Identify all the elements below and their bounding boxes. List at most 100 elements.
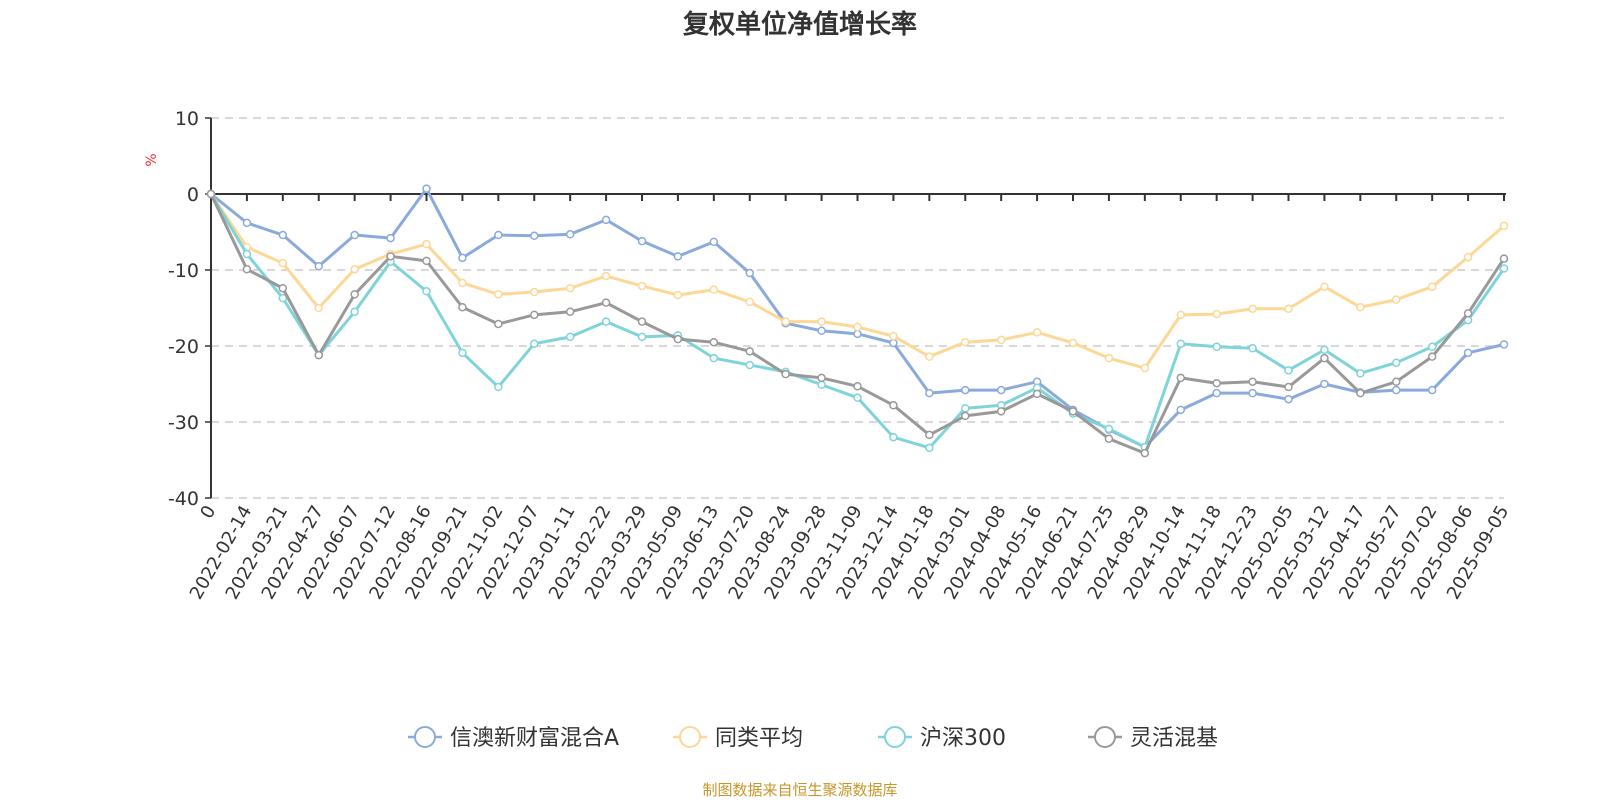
legend-item-3[interactable]: 灵活混基 xyxy=(1088,726,1218,751)
data-point xyxy=(745,268,754,278)
data-point xyxy=(1463,348,1473,358)
data-point xyxy=(242,218,252,228)
data-point xyxy=(996,335,1006,345)
y-tick-label: -20 xyxy=(168,336,199,358)
data-point xyxy=(1499,221,1509,231)
series-3 xyxy=(206,189,1509,458)
data-point xyxy=(1427,342,1437,352)
data-point xyxy=(1463,252,1473,262)
data-point xyxy=(853,382,862,391)
data-point xyxy=(961,411,970,421)
data-point xyxy=(1356,369,1365,378)
data-point xyxy=(709,353,719,363)
legend-circle-icon xyxy=(1094,726,1116,748)
data-point xyxy=(350,230,359,240)
data-point xyxy=(889,338,898,348)
legend-item-0[interactable]: 信澳新财富混合A xyxy=(408,726,619,751)
data-point xyxy=(1176,373,1185,383)
data-point xyxy=(961,404,970,413)
data-point xyxy=(1212,378,1221,388)
data-point xyxy=(853,322,862,332)
gridlines xyxy=(211,117,1504,499)
data-point xyxy=(1176,405,1185,415)
y-tick-label: 0 xyxy=(187,184,199,206)
data-point xyxy=(1284,304,1293,314)
data-point xyxy=(745,360,754,370)
data-point xyxy=(601,298,611,307)
data-point xyxy=(1104,434,1114,443)
data-point xyxy=(1463,309,1473,318)
data-point xyxy=(1032,389,1042,399)
data-point xyxy=(1140,363,1150,373)
data-point xyxy=(1392,358,1401,367)
data-point xyxy=(314,261,323,271)
data-point xyxy=(1356,302,1365,312)
data-point xyxy=(350,307,359,317)
data-point xyxy=(673,334,683,344)
data-point xyxy=(853,329,862,339)
data-point xyxy=(709,337,719,347)
data-point xyxy=(637,281,647,291)
legend-item-2[interactable]: 沪深300 xyxy=(878,726,1006,751)
y-tick-label: -10 xyxy=(168,260,199,282)
data-point xyxy=(601,215,611,225)
data-point xyxy=(1427,282,1437,291)
legend-circle-icon xyxy=(414,726,436,748)
data-point xyxy=(673,252,683,261)
data-point xyxy=(565,332,575,342)
data-point xyxy=(889,331,898,341)
data-point xyxy=(422,184,431,193)
data-point xyxy=(1320,353,1329,363)
y-axis-label: % xyxy=(144,153,160,166)
data-point xyxy=(709,285,719,295)
data-point xyxy=(494,319,503,329)
data-point xyxy=(494,290,503,299)
data-point xyxy=(458,348,467,358)
data-point xyxy=(278,283,288,293)
data-point xyxy=(1248,304,1257,314)
data-point xyxy=(1427,385,1437,395)
data-point xyxy=(1140,448,1150,458)
data-point xyxy=(745,347,754,356)
series-0 xyxy=(206,184,1509,452)
chart-title: 复权单位净值增长率 xyxy=(683,9,917,40)
data-point xyxy=(1392,385,1401,395)
legend-circle-icon xyxy=(679,726,701,748)
legend-item-1[interactable]: 同类平均 xyxy=(673,726,803,751)
data-point xyxy=(314,350,323,360)
data-point xyxy=(278,258,288,268)
legend-label: 沪深300 xyxy=(920,726,1006,751)
data-point xyxy=(458,302,467,312)
legend-label: 同类平均 xyxy=(715,726,803,751)
data-point xyxy=(637,236,647,246)
data-point xyxy=(925,388,934,398)
legend[interactable]: 信澳新财富混合A 同类平均 沪深300 灵活混基 xyxy=(408,726,1218,751)
x-tick-label: 0 xyxy=(196,502,220,522)
data-point xyxy=(781,317,790,326)
data-point xyxy=(1176,310,1185,320)
data-point xyxy=(350,290,359,299)
data-point xyxy=(530,310,539,320)
data-point xyxy=(817,380,826,390)
data-point xyxy=(1320,379,1329,389)
data-point xyxy=(422,256,431,266)
data-point xyxy=(1104,353,1114,363)
legend-label: 信澳新财富混合A xyxy=(450,726,619,751)
data-point xyxy=(1248,377,1257,386)
data-point xyxy=(637,332,647,342)
data-point xyxy=(1212,309,1221,319)
legend-label: 灵活混基 xyxy=(1130,726,1218,751)
data-point xyxy=(1320,282,1329,291)
legend-circle-icon xyxy=(884,726,906,748)
data-point xyxy=(781,369,790,379)
data-point xyxy=(925,430,934,440)
data-point xyxy=(1284,366,1293,375)
data-point xyxy=(1248,388,1257,398)
series-line xyxy=(210,187,1505,449)
data-point xyxy=(1104,424,1114,434)
data-point xyxy=(817,326,826,336)
data-point xyxy=(1176,339,1185,348)
data-point xyxy=(1212,388,1221,398)
data-point xyxy=(1392,295,1401,304)
